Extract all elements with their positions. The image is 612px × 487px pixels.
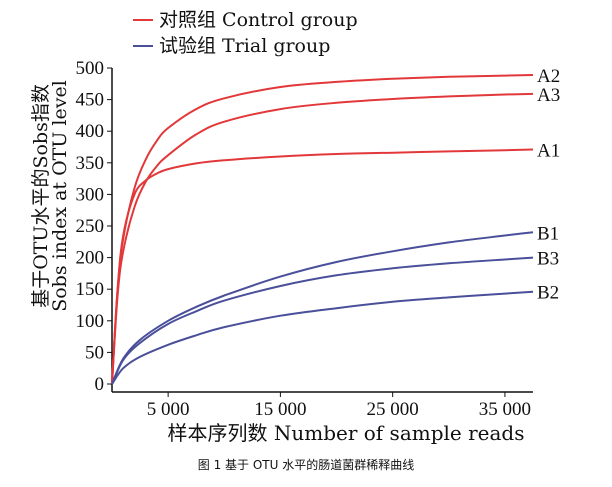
y-tick-label: 350 <box>76 153 105 174</box>
figure-caption: 图 1 基于 OTU 水平的肠道菌群稀释曲线 <box>198 457 414 472</box>
legend: 对照组 Control group 试验组 Trial group <box>133 9 358 57</box>
x-tick-label: 15 000 <box>254 399 306 420</box>
series-label-a3: A3 <box>537 85 560 106</box>
x-tick-label: 25 000 <box>367 399 419 420</box>
y-tick-label: 50 <box>85 342 104 363</box>
y-tick-label: 0 <box>95 374 105 395</box>
y-tick-label: 200 <box>76 248 105 269</box>
y-axis-title-en: Sobs index at OTU level <box>49 80 71 312</box>
y-tick-label: 250 <box>76 216 105 237</box>
legend-label-control: 对照组 Control group <box>159 9 358 31</box>
series-label-b2: B2 <box>537 283 559 304</box>
y-ticks: 0 50 100 150 200 250 300 350 400 450 500 <box>76 58 112 395</box>
series-line-b2 <box>111 290 534 385</box>
series-label-a2: A2 <box>537 66 560 87</box>
y-tick-label: 450 <box>76 90 105 111</box>
series-line-a1 <box>111 148 534 385</box>
series-label-b3: B3 <box>537 249 559 270</box>
y-tick-label: 300 <box>76 184 105 205</box>
x-tick-label: 35 000 <box>479 399 531 420</box>
series-line-a3 <box>111 92 534 385</box>
series-line-b1 <box>111 231 534 385</box>
y-tick-label: 100 <box>76 311 105 332</box>
legend-label-trial: 试验组 Trial group <box>159 35 330 57</box>
series-lines <box>111 74 534 385</box>
series-line-b3 <box>111 256 534 385</box>
series-label-b1: B1 <box>537 223 559 244</box>
y-tick-label: 150 <box>76 279 105 300</box>
series-line-a2 <box>111 74 534 385</box>
x-ticks: 5 000 15 000 25 000 35 000 <box>147 392 531 420</box>
y-axis-title-zh: 基于OTU水平的Sobs指数 <box>30 84 52 308</box>
x-tick-label: 5 000 <box>147 399 190 420</box>
y-tick-label: 500 <box>76 58 105 79</box>
series-label-a1: A1 <box>537 141 560 162</box>
x-axis-title: 样本序列数 Number of sample reads <box>168 421 525 445</box>
y-tick-label: 400 <box>76 121 105 142</box>
